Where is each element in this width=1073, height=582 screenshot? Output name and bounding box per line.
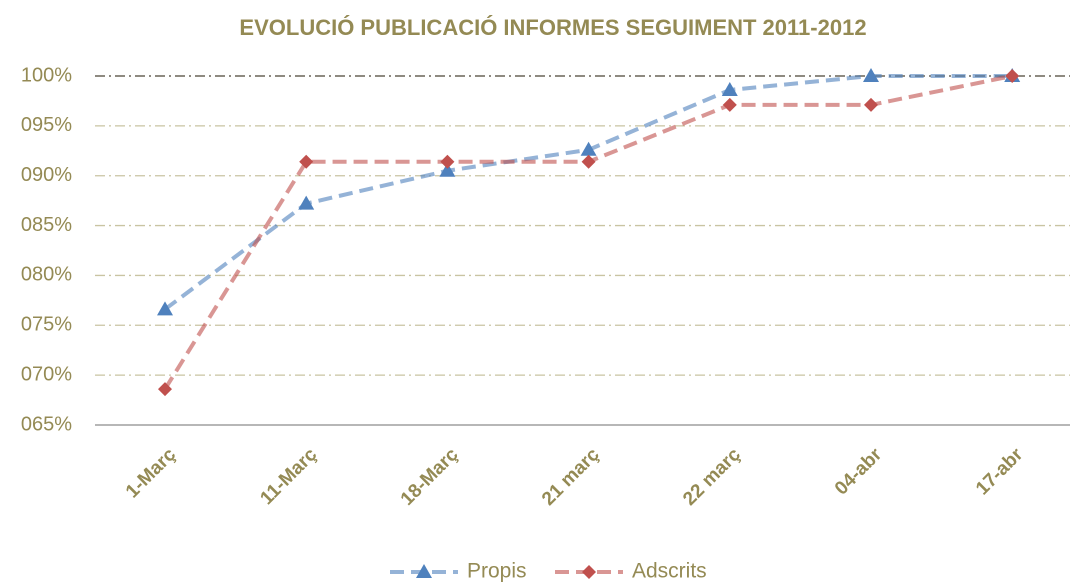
marker-triangle (298, 195, 315, 210)
x-tick-label: 1-Març (122, 444, 180, 502)
marker-triangle (416, 564, 432, 578)
marker-triangle (580, 141, 597, 156)
marker-diamond (582, 565, 596, 579)
marker-diamond (722, 97, 737, 112)
y-tick-label: 070% (21, 363, 72, 385)
y-tick-label: 075% (21, 314, 72, 336)
y-tick-label: 095% (21, 114, 72, 136)
chart-title: EVOLUCIÓ PUBLICACIÓ INFORMES SEGUIMENT 2… (239, 15, 866, 40)
x-tick-label: 11-Març (256, 444, 321, 509)
x-tick-label: 18-Març (397, 444, 463, 510)
y-tick-label: 100% (21, 64, 72, 86)
series-line (163, 74, 1013, 311)
marker-diamond (1005, 69, 1020, 83)
y-tick-label: 080% (21, 264, 72, 286)
y-tick-label: 090% (21, 164, 72, 186)
x-tick-label: 21 març (538, 444, 604, 510)
marker-diamond (299, 154, 314, 169)
marker-triangle (157, 301, 173, 316)
marker-triangle (439, 162, 456, 177)
series-line (163, 74, 1013, 391)
legend-label: Adscrits (632, 560, 707, 582)
y-tick-label: 085% (21, 214, 72, 236)
marker-triangle (863, 68, 879, 82)
marker-diamond (864, 97, 878, 112)
legend-label: Propis (467, 560, 527, 582)
marker-diamond (581, 154, 596, 169)
x-tick-label: 17-abr (972, 444, 1028, 500)
marker-diamond (158, 382, 172, 397)
marker-diamond (440, 154, 455, 169)
x-tick-label: 22 març (679, 444, 745, 510)
marker-triangle (721, 81, 738, 96)
y-tick-label: 065% (21, 413, 72, 435)
x-tick-label: 04-abr (831, 444, 887, 500)
